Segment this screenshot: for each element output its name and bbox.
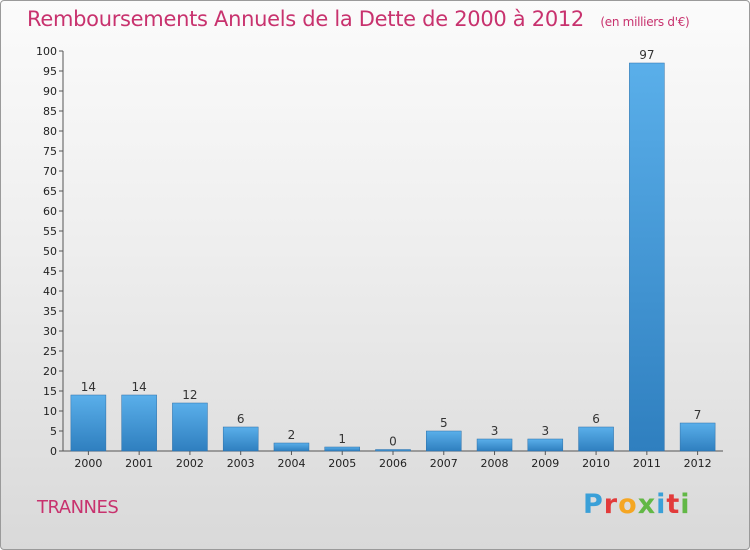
proxiti-logo: Proxiti — [583, 489, 691, 520]
chart-title-text: Remboursements Annuels de la Dette de 20… — [27, 7, 584, 31]
bar-value-label: 3 — [491, 424, 499, 438]
y-tick-label: 10 — [43, 405, 57, 418]
logo-letter: t — [666, 489, 681, 520]
bar — [679, 422, 716, 452]
x-tick-label: 2011 — [633, 457, 661, 470]
y-tick-label: 75 — [43, 145, 57, 158]
y-tick-label: 30 — [43, 325, 57, 338]
bar-value-label: 1 — [338, 432, 346, 446]
y-tick-label: 95 — [43, 65, 57, 78]
bar-value-label: 3 — [541, 424, 549, 438]
bar-value-label: 2 — [288, 428, 296, 442]
bar — [222, 426, 259, 452]
bar-value-label: 97 — [639, 48, 654, 62]
bar — [375, 449, 411, 452]
y-tick-label: 55 — [43, 225, 57, 238]
x-tick-label: 2010 — [582, 457, 610, 470]
bar — [172, 402, 208, 452]
y-tick-label: 20 — [43, 365, 57, 378]
bars: 14 14 12 6 2 1 0 5 3 3 6 97 7 — [70, 48, 716, 452]
bar — [578, 426, 614, 452]
y-tick-label: 25 — [43, 345, 57, 358]
bar-value-label: 12 — [182, 388, 197, 402]
y-tick-label: 35 — [43, 305, 57, 318]
x-tick-label: 2009 — [531, 457, 559, 470]
y-tick-label: 15 — [43, 385, 57, 398]
town-name: TRANNES — [37, 497, 119, 518]
x-tick-label: 2007 — [430, 457, 458, 470]
bar — [629, 62, 665, 452]
y-tick-label: 45 — [43, 265, 57, 278]
y-tick-label: 40 — [43, 285, 57, 298]
bar-value-label: 6 — [592, 412, 600, 426]
bar-value-label: 5 — [440, 416, 448, 430]
bar-value-label: 0 — [389, 435, 397, 449]
logo-letter: i — [656, 489, 667, 520]
x-tick-label: 2012 — [684, 457, 712, 470]
y-tick-label: 50 — [43, 245, 57, 258]
x-tick-label: 2005 — [328, 457, 356, 470]
bar — [273, 442, 310, 452]
y-tick-label: 5 — [50, 425, 57, 438]
y-tick-label: 0 — [50, 445, 57, 458]
y-tick-label: 80 — [43, 125, 57, 138]
logo-letter: P — [583, 489, 604, 520]
bar-value-label: 7 — [694, 408, 702, 422]
bar-value-label: 6 — [237, 412, 245, 426]
x-tick-label: 2001 — [125, 457, 153, 470]
bar — [476, 438, 513, 452]
x-tick-label: 2000 — [74, 457, 102, 470]
bar — [426, 430, 462, 452]
y-tick-label: 60 — [43, 205, 57, 218]
y-tick-label: 70 — [43, 165, 57, 178]
bar — [121, 394, 157, 452]
x-tick-label: 2004 — [277, 457, 305, 470]
y-tick-label: 65 — [43, 185, 57, 198]
x-tick-label: 2002 — [176, 457, 204, 470]
bar — [70, 394, 107, 452]
chart-unit-note: (en milliers d'€) — [600, 15, 690, 29]
y-tick-label: 90 — [43, 85, 57, 98]
chart-title: Remboursements Annuels de la Dette de 20… — [27, 7, 690, 31]
logo-letter: r — [603, 489, 619, 520]
bar — [324, 446, 360, 452]
x-tick-label: 2003 — [227, 457, 255, 470]
y-tick-label: 100 — [36, 45, 57, 58]
y-tick-label: 85 — [43, 105, 57, 118]
logo-letter: o — [618, 489, 638, 520]
bar-value-label: 14 — [132, 380, 147, 394]
logo-letter: i — [680, 489, 691, 520]
x-tick-label: 2006 — [379, 457, 407, 470]
logo-letter: x — [637, 489, 657, 520]
bar-chart: 0510152025303540455055606570758085909510… — [36, 45, 723, 470]
x-tick-label: 2008 — [481, 457, 509, 470]
bar — [527, 438, 564, 452]
bar-value-label: 14 — [81, 380, 96, 394]
axes: 0510152025303540455055606570758085909510… — [36, 45, 723, 470]
